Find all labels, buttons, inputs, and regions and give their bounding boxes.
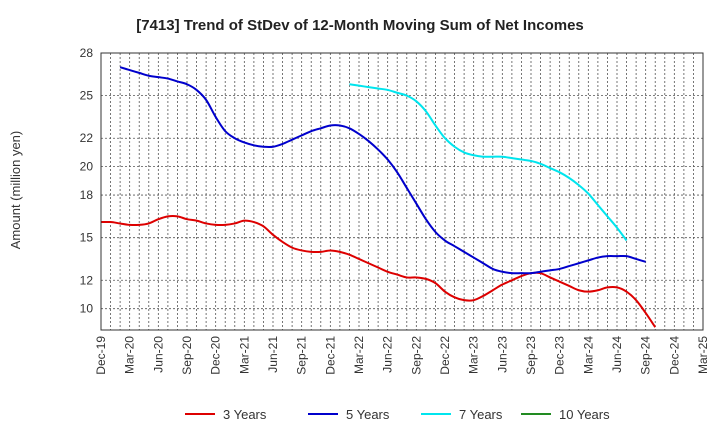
legend-label: 10 Years bbox=[559, 407, 610, 422]
y-tick-label: 12 bbox=[80, 273, 94, 287]
y-axis-label: Amount (million yen) bbox=[8, 131, 23, 250]
series-line-7-years bbox=[349, 83, 628, 242]
x-tick-label: Sep-20 bbox=[180, 336, 194, 375]
x-tick-label: Dec-20 bbox=[209, 336, 223, 375]
series-line-3-years bbox=[100, 215, 657, 328]
x-tick-label: Mar-22 bbox=[352, 336, 366, 374]
series-line-5-years bbox=[119, 66, 646, 275]
x-tick-label: Mar-23 bbox=[467, 336, 481, 374]
x-tick-label: Jun-23 bbox=[495, 336, 509, 373]
x-tick-label: Mar-21 bbox=[237, 336, 251, 374]
x-tick-label: Dec-21 bbox=[323, 336, 337, 375]
x-tick-label: Dec-24 bbox=[667, 336, 681, 375]
x-tick-labels: Dec-19 Mar-20 Jun-20 Sep-20 Dec-20 Mar-21 Jun-… bbox=[94, 336, 710, 375]
series-lines bbox=[100, 66, 657, 328]
x-tick-label: Dec-19 bbox=[94, 336, 108, 375]
x-tick-label: Sep-22 bbox=[409, 336, 423, 375]
x-tick-label: Mar-24 bbox=[581, 336, 595, 374]
x-tick-label: Dec-22 bbox=[438, 336, 452, 375]
legend-label: 7 Years bbox=[459, 407, 503, 422]
plot-frame bbox=[100, 52, 704, 331]
x-tick-label: Dec-23 bbox=[553, 336, 567, 375]
x-tick-label: Sep-24 bbox=[639, 336, 653, 375]
x-tick-label: Jun-20 bbox=[151, 336, 165, 373]
y-tick-label: 25 bbox=[80, 89, 94, 103]
y-tick-label: 20 bbox=[80, 160, 94, 174]
legend-label: 5 Years bbox=[346, 407, 390, 422]
y-tick-label: 10 bbox=[80, 302, 94, 316]
x-tick-label: Sep-21 bbox=[295, 336, 309, 375]
legend: 3 Years 5 Years 7 Years 10 Years bbox=[185, 407, 610, 422]
x-tick-label: Sep-23 bbox=[524, 336, 538, 375]
y-tick-label: 22 bbox=[80, 131, 94, 145]
x-tick-label: Mar-25 bbox=[696, 336, 710, 374]
x-tick-label: Jun-24 bbox=[610, 336, 624, 373]
y-tick-label: 28 bbox=[80, 46, 94, 60]
y-tick-labels: 10 12 15 18 20 22 25 28 bbox=[80, 46, 94, 316]
x-tick-label: Jun-22 bbox=[381, 336, 395, 373]
y-tick-label: 18 bbox=[80, 188, 94, 202]
y-tick-label: 15 bbox=[80, 231, 94, 245]
x-tick-label: Mar-20 bbox=[123, 336, 137, 374]
x-tick-label: Jun-21 bbox=[266, 336, 280, 373]
chart-title: [7413] Trend of StDev of 12-Month Moving… bbox=[136, 17, 584, 34]
legend-label: 3 Years bbox=[223, 407, 267, 422]
